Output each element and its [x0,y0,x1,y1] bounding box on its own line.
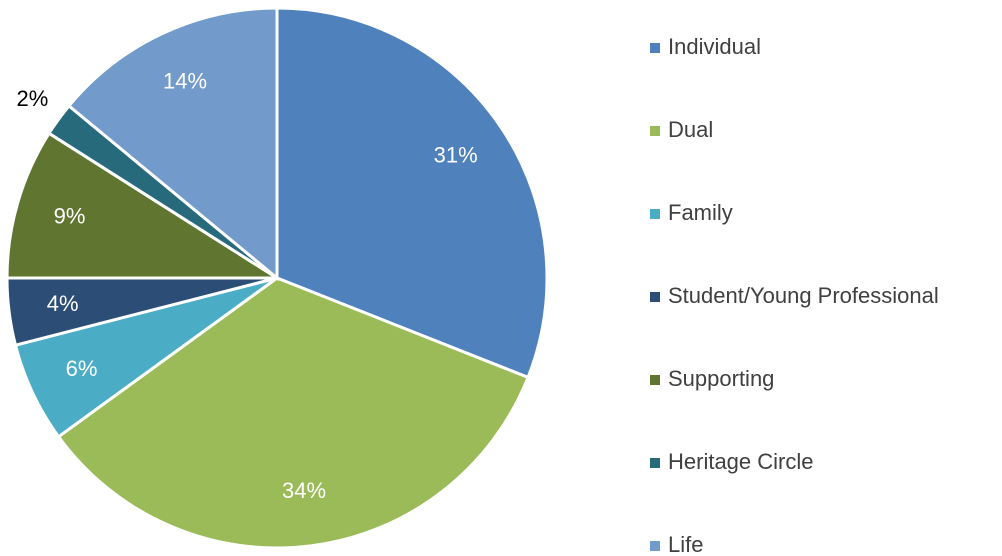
legend-label: Dual [668,117,713,142]
legend-label: Individual [668,34,761,59]
legend-swatch [650,458,660,468]
legend-swatch [650,541,660,551]
legend-label: Supporting [668,366,774,391]
legend-swatch [650,43,660,53]
pie-slice [275,6,549,380]
pie-slice [56,276,530,550]
data-label: 4% [47,291,79,316]
pie-slice [66,6,279,282]
data-label: 9% [54,204,86,229]
legend-label: Heritage Circle [668,449,814,474]
pie-slice [5,131,283,280]
data-label: 6% [66,356,98,381]
legend-swatch [650,292,660,302]
legend-label: Family [668,200,733,225]
legend-swatch [650,209,660,219]
legend-swatch [650,126,660,136]
data-label: 2% [16,86,48,111]
legend-label: Student/Young Professional [668,283,939,308]
legend-swatch [650,375,660,385]
data-label: 14% [163,68,207,93]
data-label: 34% [282,478,326,503]
legend-label: Life [668,532,703,556]
data-label: 31% [434,142,478,167]
